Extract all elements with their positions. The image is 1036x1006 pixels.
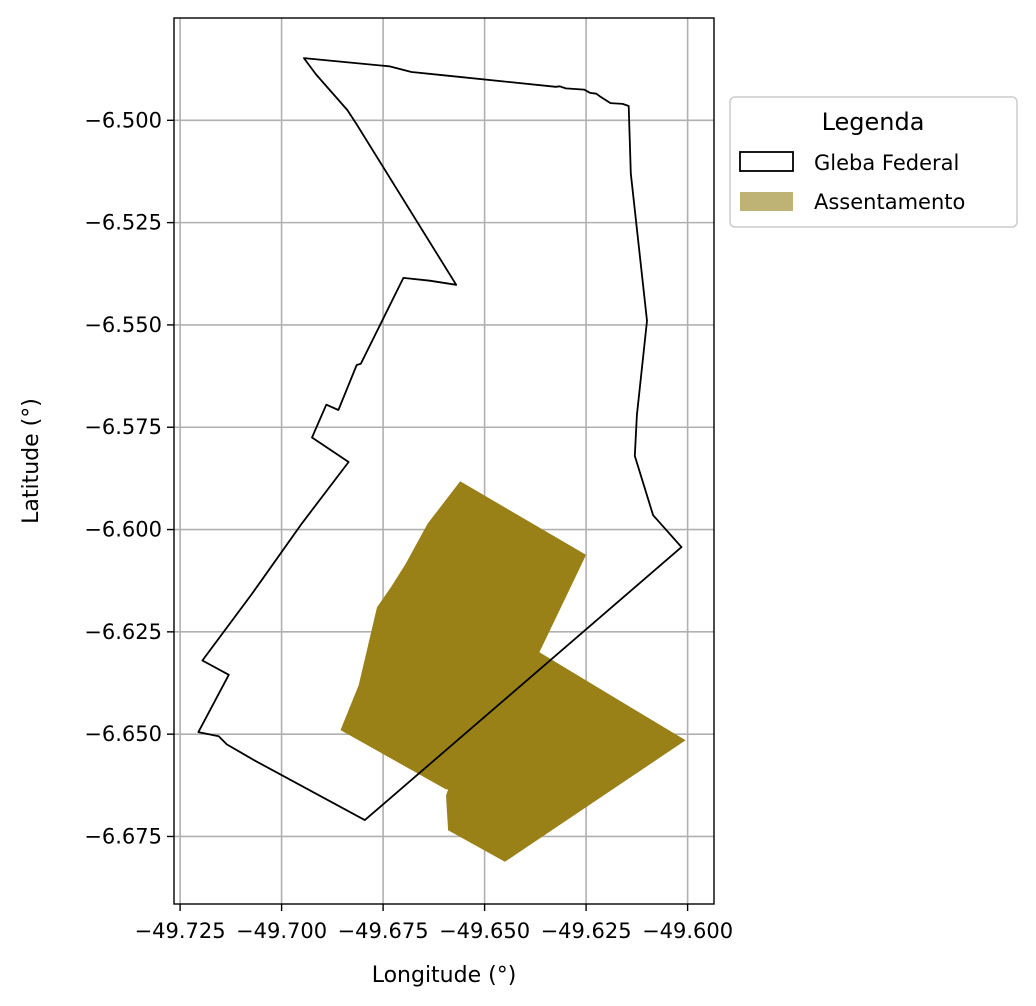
y-tick-label-0: −6.500 [84, 108, 162, 132]
legend-title: Legenda [822, 108, 925, 136]
x-tick-label-1: −49.700 [236, 919, 327, 943]
x-tick-label-3: −49.650 [439, 919, 530, 943]
polygon-gleba-federal [197, 57, 683, 821]
legend: Legenda Gleba Federal Assentamento [729, 96, 1018, 228]
y-tick-label-1: −6.525 [84, 211, 162, 235]
y-tick-label-5: −6.625 [84, 620, 162, 644]
y-tick-label-2: −6.550 [84, 313, 162, 337]
legend-swatch-gleba [739, 151, 794, 172]
x-tick-label-4: −49.625 [541, 919, 632, 943]
plot-frame [173, 17, 715, 905]
y-axis-ticks: −6.500 −6.525 −6.550 −6.575 −6.600 −6.625 −6.6… [84, 108, 174, 848]
y-tick-label-6: −6.650 [84, 722, 162, 746]
map-layers [197, 57, 686, 862]
y-tick-label-3: −6.575 [84, 415, 162, 439]
legend-swatch-assentamento [740, 192, 793, 211]
legend-label-assentamento: Assentamento [814, 190, 965, 214]
legend-label-gleba: Gleba Federal [814, 151, 959, 175]
y-tick-label-4: −6.600 [84, 518, 162, 542]
y-tick-label-7: −6.675 [84, 824, 162, 848]
x-tick-label-0: −49.725 [135, 919, 226, 943]
y-axis-label: Latitude (°) [19, 398, 44, 524]
legend-box [729, 96, 1018, 228]
x-tick-label-5: −49.600 [642, 919, 733, 943]
x-axis-label: Longitude (°) [372, 963, 517, 988]
x-tick-label-2: −49.675 [338, 919, 429, 943]
x-axis-ticks: −49.725 −49.700 −49.675 −49.650 −49.625 −49.6… [135, 904, 733, 943]
